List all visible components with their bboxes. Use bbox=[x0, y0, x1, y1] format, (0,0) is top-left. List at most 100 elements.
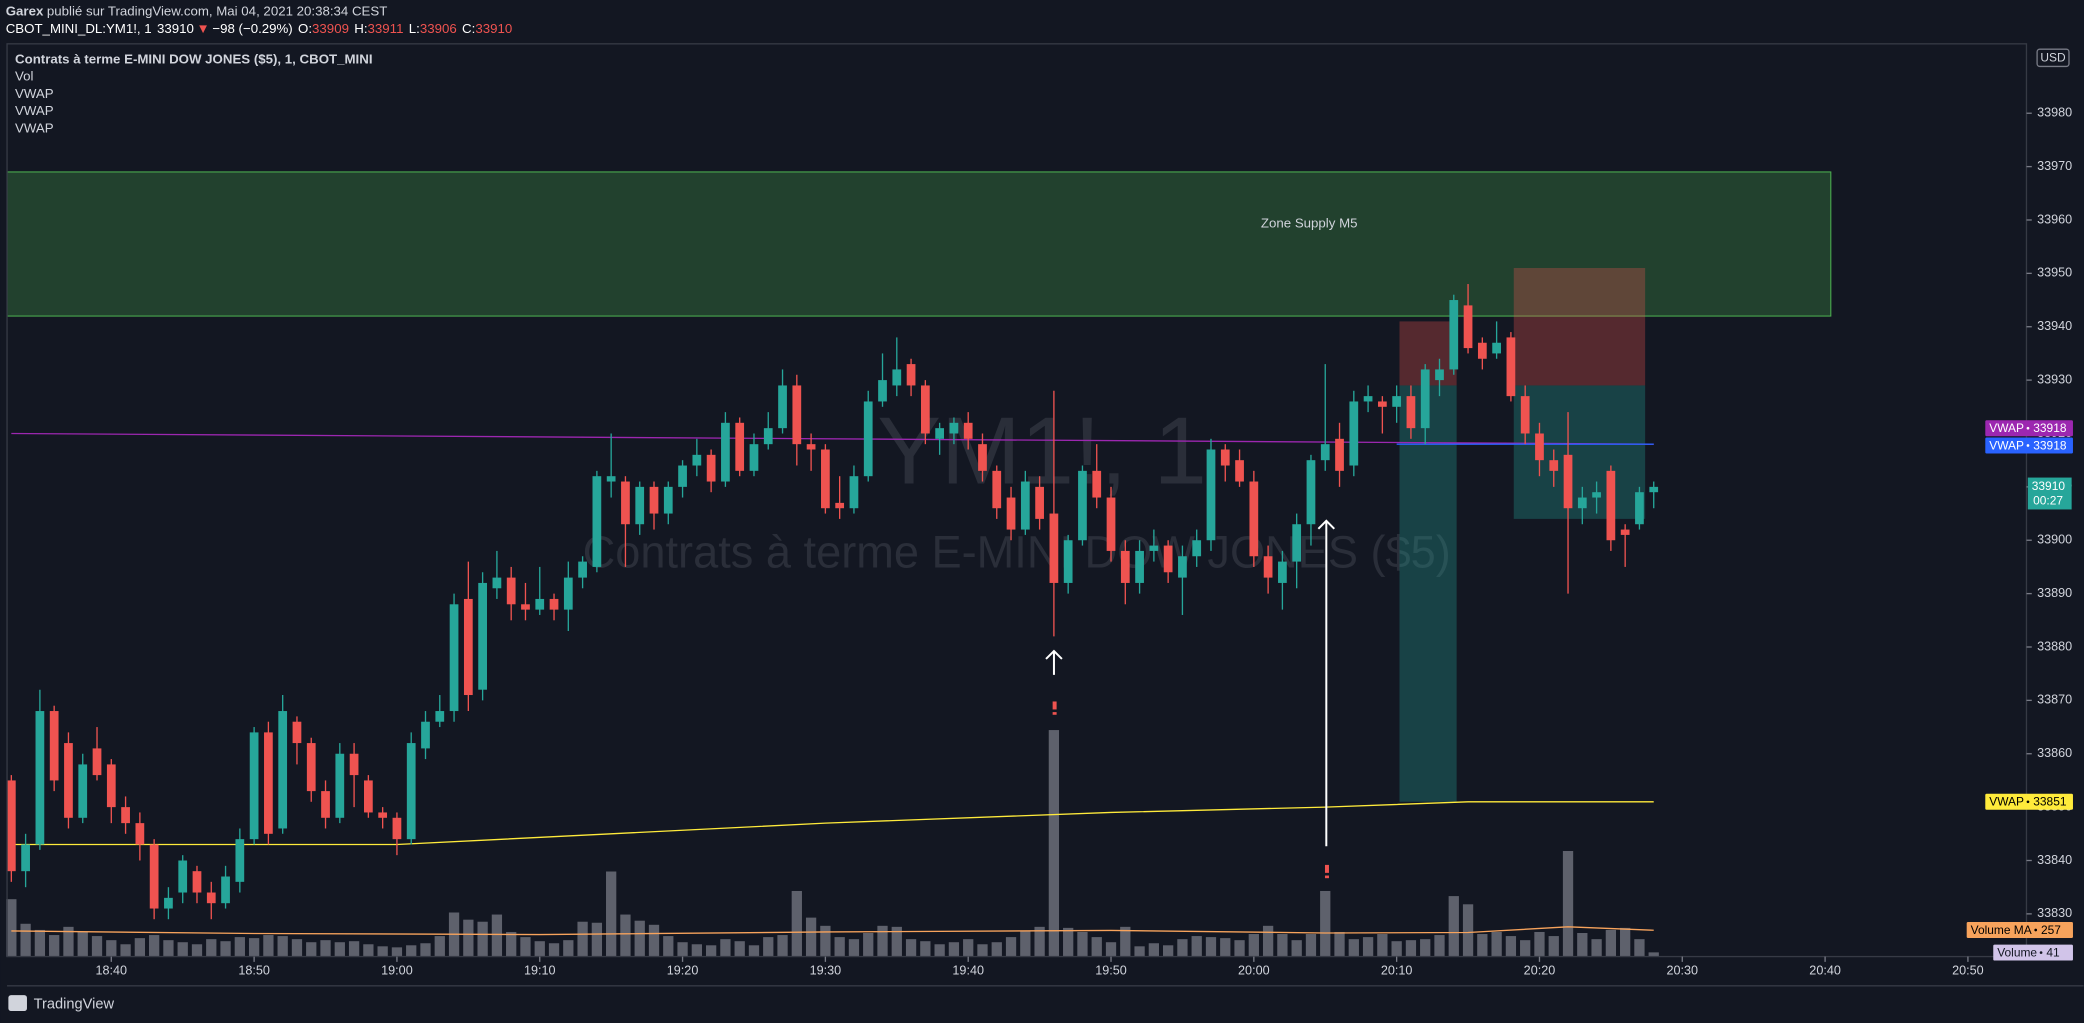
candle-body bbox=[1592, 492, 1601, 498]
candle-body bbox=[1377, 401, 1387, 407]
candle-body bbox=[292, 721, 302, 744]
volume-bar bbox=[634, 920, 645, 957]
candle-body bbox=[978, 444, 987, 471]
volume-bar bbox=[1462, 904, 1474, 957]
candle-body bbox=[1492, 342, 1501, 354]
volume-bar bbox=[663, 936, 674, 957]
published: publié sur TradingView.com, Mai 04, 2021… bbox=[47, 3, 387, 18]
volume-ma-tag-text: Volume MA bbox=[1971, 923, 2032, 937]
y-tick-label: 33840 bbox=[2037, 853, 2072, 867]
x-tick-label: 19:30 bbox=[810, 964, 842, 978]
candle-body bbox=[249, 732, 259, 840]
candle-body bbox=[606, 476, 616, 482]
candle-body bbox=[492, 577, 502, 589]
change: −98 (−0.29%) bbox=[212, 21, 292, 36]
volume-bar bbox=[1005, 937, 1017, 957]
volume-ma-tag-text: 257 bbox=[2041, 923, 2061, 937]
symbol: CBOT_MINI_DL:YM1!, 1 bbox=[6, 21, 152, 36]
candle-body bbox=[1306, 460, 1316, 525]
last: 33910 bbox=[157, 21, 194, 36]
candle-body bbox=[421, 721, 430, 749]
volume-bar bbox=[6, 899, 17, 957]
volume-bar bbox=[1163, 945, 1174, 957]
candle-body bbox=[706, 454, 716, 482]
volume-bar bbox=[1063, 927, 1074, 957]
volume-bar bbox=[920, 941, 931, 957]
candle-body bbox=[1449, 300, 1459, 370]
volume-bar bbox=[220, 941, 231, 957]
arrow bbox=[1045, 649, 1063, 675]
candle-body bbox=[949, 422, 959, 434]
candle-body bbox=[621, 481, 630, 525]
candle-body bbox=[1220, 449, 1230, 466]
candle-body bbox=[149, 844, 159, 909]
volume-bar bbox=[791, 890, 802, 957]
x-tick-label: 19:40 bbox=[952, 964, 984, 978]
vwap-tag: VWAP 33918 bbox=[1985, 420, 2073, 437]
zone-label: Zone Supply M5 bbox=[1261, 215, 1358, 230]
vwap-tag: VWAP 33918 bbox=[1985, 437, 2073, 454]
candle-body bbox=[1120, 550, 1130, 583]
candle-body bbox=[920, 385, 930, 434]
y-tick-label: 33970 bbox=[2037, 159, 2072, 173]
candle-body bbox=[821, 449, 830, 509]
volume-bar bbox=[1105, 942, 1117, 957]
footer-brand: TradingView bbox=[34, 996, 115, 1012]
candle-body bbox=[92, 748, 102, 776]
y-tick-label: 33830 bbox=[2037, 906, 2072, 920]
watermark-symbol: YM1!, 1 bbox=[877, 398, 1207, 505]
candle-body bbox=[1577, 497, 1587, 509]
volume-bar bbox=[1048, 730, 1060, 957]
volume-tag-bg bbox=[1993, 944, 2073, 961]
candle-body bbox=[1135, 550, 1144, 583]
volume-ma-line bbox=[11, 926, 1654, 936]
volume-bar bbox=[91, 936, 103, 957]
volume-bar bbox=[77, 931, 88, 957]
y-tick-label: 33950 bbox=[2037, 266, 2072, 280]
volume-bar bbox=[1234, 940, 1245, 957]
volume-bar bbox=[648, 924, 660, 957]
volume-ma-tag-bg bbox=[1966, 922, 2073, 938]
volume-bar bbox=[177, 942, 188, 957]
alert-icon bbox=[1324, 864, 1329, 873]
plot-border bbox=[6, 43, 2028, 958]
tag-separator bbox=[2034, 928, 2038, 932]
vwap-tag-text: 33918 bbox=[2033, 438, 2067, 452]
candle-body bbox=[78, 764, 88, 818]
candle-body bbox=[164, 897, 173, 909]
candle-body bbox=[535, 598, 545, 610]
candle-body bbox=[1549, 460, 1559, 471]
candle-body bbox=[692, 454, 702, 466]
volume-bar bbox=[1520, 940, 1531, 957]
ohlc-label: O: bbox=[298, 21, 312, 36]
candle-body bbox=[735, 422, 745, 471]
volume-bar bbox=[905, 939, 917, 957]
volume-bar bbox=[134, 938, 146, 957]
x-tick-label: 18:50 bbox=[238, 964, 270, 978]
candle-body bbox=[849, 476, 859, 509]
vwap-tag-text: VWAP bbox=[1989, 795, 2024, 809]
volume-bar bbox=[63, 926, 74, 957]
volume-bar bbox=[406, 945, 417, 957]
candle-body bbox=[1063, 540, 1073, 583]
volume-bar bbox=[463, 919, 474, 957]
x-tick-label: 19:50 bbox=[1095, 964, 1127, 978]
candle-body bbox=[206, 892, 216, 904]
candle-body bbox=[992, 470, 1002, 509]
candle-body bbox=[121, 807, 130, 824]
volume-bar bbox=[1291, 940, 1302, 957]
volume-bar bbox=[1134, 946, 1145, 957]
volume-bar bbox=[277, 936, 288, 957]
volume-tag-text: 41 bbox=[2046, 945, 2060, 959]
candle-body bbox=[721, 422, 730, 482]
y-tick-label: 33890 bbox=[2037, 586, 2072, 600]
candle-body bbox=[21, 844, 30, 872]
candle-body bbox=[449, 604, 459, 712]
volume-bar bbox=[548, 943, 560, 957]
volume-bar bbox=[691, 944, 702, 957]
volume-bar bbox=[1605, 929, 1617, 957]
candle-body bbox=[6, 780, 16, 872]
volume-bar bbox=[705, 945, 717, 957]
ohlc-value: 33906 bbox=[420, 21, 457, 36]
currency-box bbox=[2036, 48, 2070, 68]
